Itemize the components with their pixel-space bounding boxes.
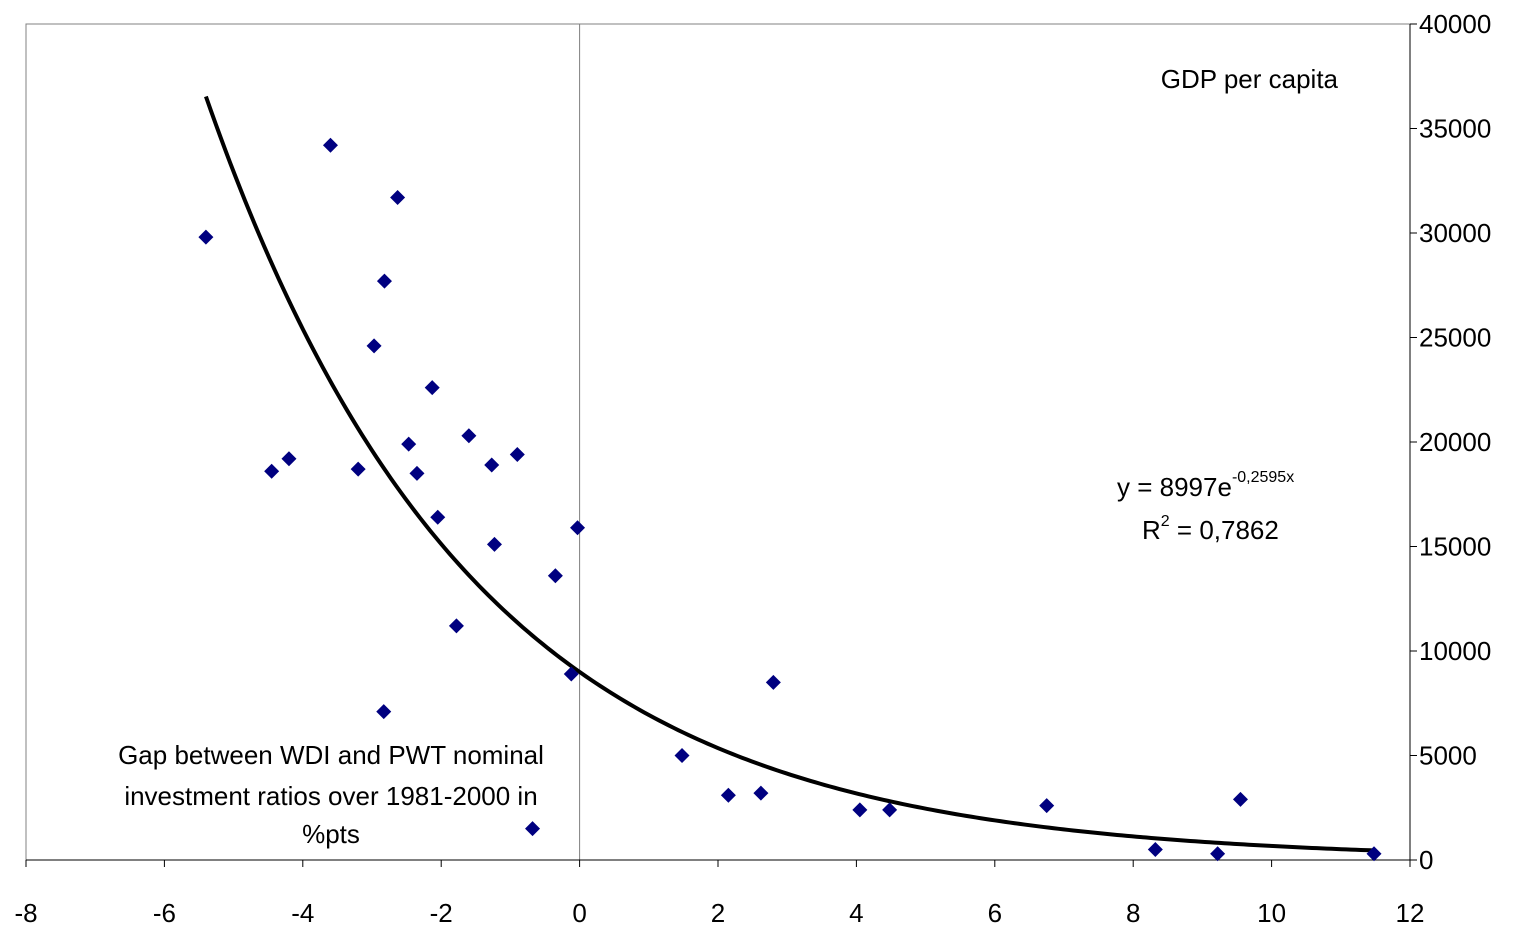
data-point	[563, 666, 579, 682]
x-axis-label-line-3: %pts	[302, 819, 360, 849]
y-tick-label: 10000	[1419, 636, 1491, 666]
data-point	[198, 229, 214, 245]
x-axis-label-line-1: Gap between WDI and PWT nominal	[118, 740, 544, 770]
equation-text: y = 8997e-0,2595x	[1117, 469, 1294, 502]
equation-base: y = 8997e	[1117, 472, 1232, 502]
r-squared-prefix: R	[1142, 515, 1161, 545]
x-tick-label: 6	[988, 898, 1002, 928]
trendline-equation: y = 8997e-0,2595x R2 = 0,7862	[1117, 469, 1294, 545]
data-point	[401, 436, 417, 452]
y-axis-label: GDP per capita	[1161, 64, 1339, 94]
data-point	[753, 785, 769, 801]
data-point	[390, 189, 406, 205]
data-point	[366, 338, 382, 354]
data-point	[509, 447, 525, 463]
x-tick-label: 4	[849, 898, 863, 928]
x-axis-label-line-2: investment ratios over 1981-2000 in	[124, 781, 537, 811]
x-tick-label: -6	[153, 898, 176, 928]
x-tick-label: -2	[430, 898, 453, 928]
data-point	[547, 568, 563, 584]
plot-area	[25, 23, 1411, 861]
data-point	[674, 748, 690, 763]
x-tick-label: 0	[572, 898, 586, 928]
data-point	[852, 802, 868, 818]
trendline-group	[204, 95, 1376, 853]
equation-exponent: -0,2595x	[1232, 469, 1294, 486]
data-point	[322, 137, 338, 153]
trendline	[204, 95, 1376, 853]
x-tick-label: -4	[291, 898, 314, 928]
data-points	[198, 137, 1382, 862]
x-tick-label: 12	[1396, 898, 1425, 928]
data-point	[1210, 846, 1226, 862]
data-point	[1147, 842, 1163, 858]
y-tick-label: 25000	[1419, 323, 1491, 353]
data-point	[570, 520, 586, 536]
r-squared-value: = 0,7862	[1170, 515, 1279, 545]
axes: -8 -6 -4 -2 0 2 4 6 8 10 12 0 5000 10000 15000 20000 250…	[14, 9, 1491, 928]
x-tick-label: 10	[1257, 898, 1286, 928]
data-point	[350, 461, 366, 477]
x-tick-label: 8	[1126, 898, 1140, 928]
data-point	[281, 451, 297, 467]
y-tick-label: 0	[1419, 845, 1433, 875]
data-point	[376, 273, 392, 289]
data-point	[1366, 846, 1382, 862]
data-point	[424, 380, 440, 396]
data-point	[486, 536, 502, 552]
y-tick-label: 15000	[1419, 532, 1491, 562]
data-point	[461, 428, 477, 444]
r-squared-text: R2 = 0,7862	[1142, 513, 1279, 545]
data-point	[409, 465, 425, 481]
x-tick-label: 2	[711, 898, 725, 928]
data-point	[1039, 798, 1055, 814]
y-tick-label: 35000	[1419, 114, 1491, 144]
r-squared-superscript: 2	[1161, 513, 1170, 530]
data-point	[376, 704, 392, 720]
data-point	[264, 463, 280, 479]
data-point	[484, 457, 500, 473]
y-tick-label: 30000	[1419, 218, 1491, 248]
data-point	[1232, 791, 1248, 807]
data-point	[448, 618, 464, 634]
data-point	[525, 821, 541, 837]
x-tick-label: -8	[14, 898, 37, 928]
x-axis-label: Gap between WDI and PWT nominal investme…	[118, 740, 544, 849]
y-tick-label: 40000	[1419, 9, 1491, 39]
y-tick-label: 5000	[1419, 741, 1477, 771]
data-point	[765, 674, 781, 690]
y-tick-label: 20000	[1419, 427, 1491, 457]
data-point	[720, 787, 736, 803]
data-point	[882, 802, 898, 818]
data-point	[430, 509, 446, 525]
